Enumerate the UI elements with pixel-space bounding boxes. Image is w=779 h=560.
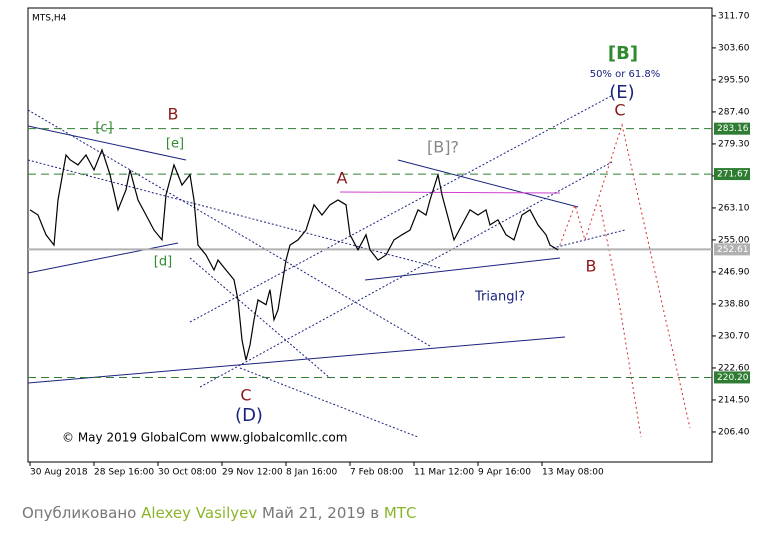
y-tick-label: 214.50 <box>718 395 750 405</box>
x-tick-label: 30 Aug 2018 <box>30 468 88 478</box>
x-tick-label: 7 Feb 08:00 <box>350 468 404 478</box>
trend-line <box>364 257 561 281</box>
trend-line <box>339 191 561 194</box>
y-tick-label: 287.40 <box>718 107 750 117</box>
annotation: C <box>240 386 251 405</box>
y-tick-label: 222.60 <box>718 363 750 373</box>
price-line <box>29 148 559 361</box>
x-tick-label: 28 Sep 16:00 <box>94 468 154 478</box>
annotation: 50% or 61.8% <box>590 69 661 80</box>
annotation: Triangl? <box>474 290 525 305</box>
annotation: B <box>586 257 597 276</box>
x-tick-label: 9 Apr 16:00 <box>478 468 531 478</box>
level-box <box>714 168 750 181</box>
ticker-link[interactable]: МТС <box>383 504 417 522</box>
y-tick-label: 311.70 <box>718 11 750 21</box>
annotation: C <box>614 101 625 120</box>
dotted-lines <box>27 94 626 438</box>
y-tick-label: 263.10 <box>718 203 750 213</box>
annotation: [e] <box>166 137 184 152</box>
level-box <box>714 122 750 135</box>
y-tick-label: 279.30 <box>718 139 750 149</box>
y-tick-label: 246.90 <box>718 267 750 277</box>
annotation: [d] <box>154 255 172 270</box>
y-tick-label: 230.70 <box>718 331 750 341</box>
x-tick-label: 13 May 08:00 <box>542 468 604 478</box>
annotation: [B]? <box>427 138 459 157</box>
caption-date: Май 21, 2019 в <box>262 504 380 522</box>
annotation: (E) <box>609 82 634 103</box>
y-tick-label: 255.00 <box>718 235 750 245</box>
caption-prefix: Опубликовано <box>22 504 137 522</box>
trend-line <box>27 242 179 274</box>
trend-line <box>27 125 187 161</box>
y-tick-label: 206.40 <box>718 427 750 437</box>
author-link[interactable]: Alexey Vasilyev <box>141 504 258 522</box>
annotation: [B] <box>608 43 638 64</box>
level-label: 271.67 <box>717 170 749 180</box>
level-label: 220.20 <box>717 373 749 383</box>
x-tick-label: 29 Nov 12:00 <box>222 468 283 478</box>
level-label: 252.61 <box>717 245 749 255</box>
caption: Опубликовано Alexey Vasilyev Май 21, 201… <box>22 504 416 522</box>
plot-frame <box>27 7 713 463</box>
y-tick-label: 303.60 <box>718 43 750 53</box>
y-tick-label: 238.80 <box>718 299 750 309</box>
annotation: [c] <box>95 121 112 136</box>
level-box <box>714 371 750 384</box>
level-box <box>714 243 750 256</box>
chart-title: MTS,H4 <box>32 14 67 24</box>
chart: MTS,H4 311.70 303.60 295.50 287.40 279.30 271… <box>27 7 750 478</box>
trend-line <box>397 159 579 208</box>
annotation: A <box>337 169 348 188</box>
x-tick-label: 8 Jan 16:00 <box>286 468 338 478</box>
x-tick-label: 30 Oct 08:00 <box>158 468 217 478</box>
annotation: B <box>168 105 179 124</box>
annotation: © May 2019 GlobalCom www.globalcomllc.co… <box>62 431 347 445</box>
level-label: 283.16 <box>717 124 749 134</box>
forecast-line <box>599 204 642 438</box>
x-tick-label: 11 Mar 12:00 <box>414 468 474 478</box>
y-tick-label: 295.50 <box>718 75 750 85</box>
trend-lines <box>27 94 691 438</box>
annotation: (D) <box>235 405 263 426</box>
trend-line <box>27 336 566 384</box>
